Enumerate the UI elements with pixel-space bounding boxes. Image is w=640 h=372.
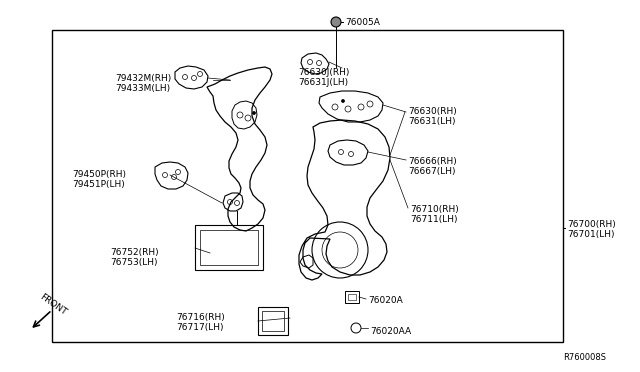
Text: 76630J(RH)
76631J(LH): 76630J(RH) 76631J(LH) <box>298 68 349 87</box>
Circle shape <box>331 17 341 27</box>
Text: 79432M(RH)
79433M(LH): 79432M(RH) 79433M(LH) <box>115 74 172 93</box>
Circle shape <box>342 99 344 103</box>
Text: 79450P(RH)
79451P(LH): 79450P(RH) 79451P(LH) <box>72 170 126 189</box>
Text: 76020A: 76020A <box>368 296 403 305</box>
Text: FRONT: FRONT <box>38 292 68 317</box>
Text: 76666(RH)
76667(LH): 76666(RH) 76667(LH) <box>408 157 457 176</box>
Text: 76710(RH)
76711(LH): 76710(RH) 76711(LH) <box>410 205 459 224</box>
Text: 76700(RH)
76701(LH): 76700(RH) 76701(LH) <box>567 220 616 240</box>
Text: 76630(RH)
76631(LH): 76630(RH) 76631(LH) <box>408 107 457 126</box>
Bar <box>52 30 563 342</box>
Circle shape <box>253 112 255 115</box>
Text: 76005A: 76005A <box>345 18 380 27</box>
Text: 76716(RH)
76717(LH): 76716(RH) 76717(LH) <box>176 313 225 333</box>
Text: R760008S: R760008S <box>563 353 606 362</box>
Text: 76752(RH)
76753(LH): 76752(RH) 76753(LH) <box>110 248 159 267</box>
Text: 76020AA: 76020AA <box>370 327 411 336</box>
